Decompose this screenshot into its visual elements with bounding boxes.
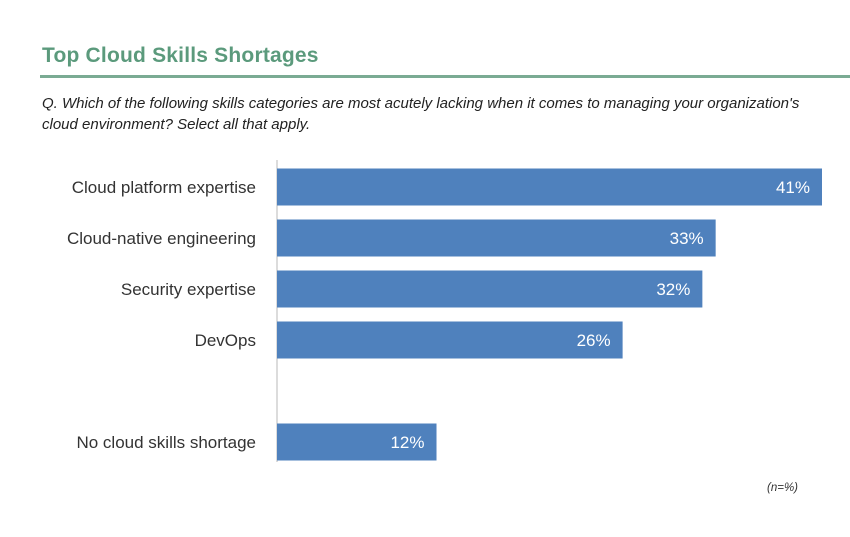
bar-chart: Cloud platform expertise 41% Cloud-native … — [67, 160, 822, 462]
value-label: 26% — [577, 331, 611, 350]
sample-note: (n=%) — [767, 482, 798, 494]
bar — [277, 270, 703, 308]
page-title: Top Cloud Skills Shortages — [42, 44, 319, 67]
bar — [277, 168, 822, 206]
category-label: DevOps — [195, 331, 256, 350]
value-label: 12% — [390, 433, 424, 452]
title-underline — [40, 75, 850, 78]
value-label: 41% — [776, 178, 810, 197]
survey-question: Q. Which of the following skills categor… — [42, 95, 800, 133]
bar — [277, 219, 716, 257]
bar — [277, 423, 437, 461]
bar-group: Cloud platform expertise 41% Cloud-native … — [67, 168, 822, 461]
category-label: Security expertise — [121, 280, 256, 299]
category-label: Cloud-native engineering — [67, 229, 256, 248]
value-label: 32% — [656, 280, 690, 299]
bar — [277, 321, 623, 359]
category-label: No cloud skills shortage — [76, 433, 256, 452]
value-label: 33% — [670, 229, 704, 248]
category-label: Cloud platform expertise — [72, 178, 256, 197]
